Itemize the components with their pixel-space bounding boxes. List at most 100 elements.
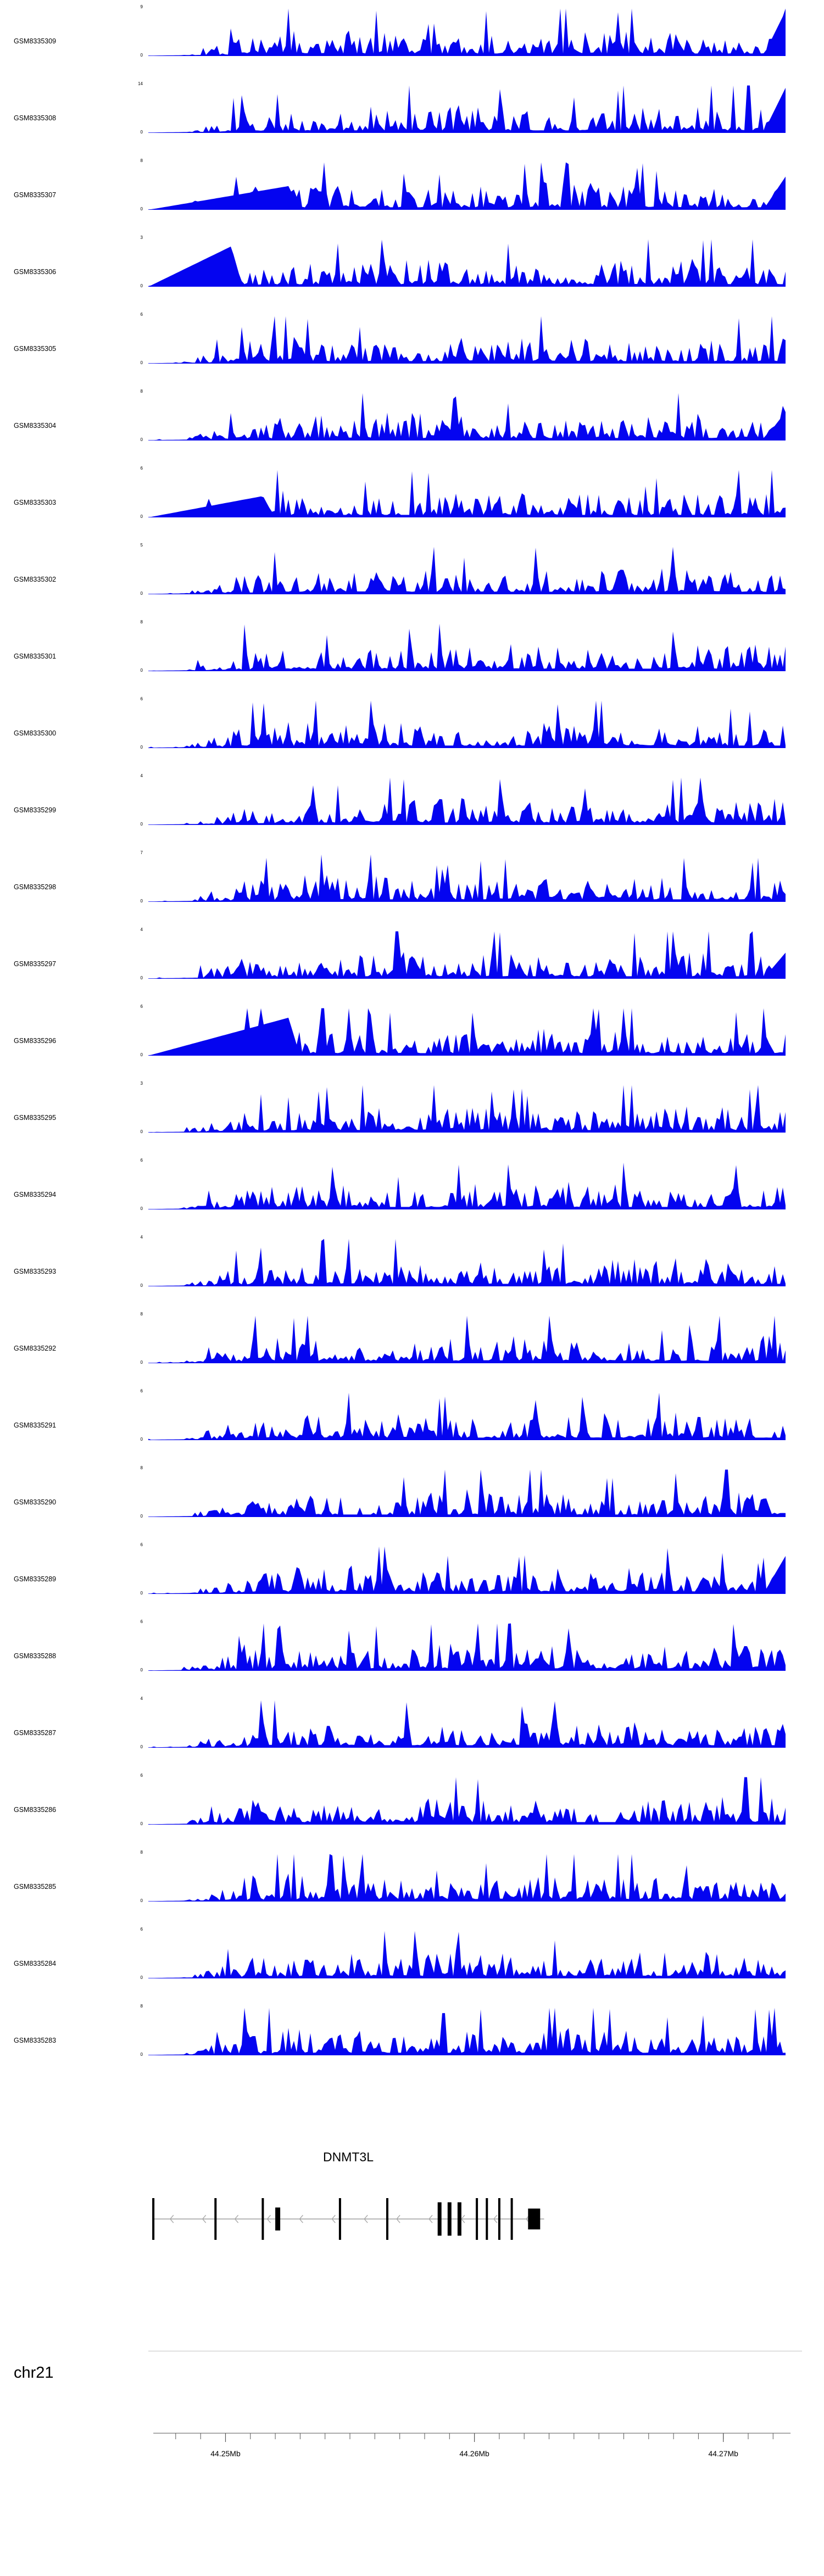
gene-exon [447,2202,452,2236]
track-label: GSM8335308 [14,114,57,122]
track-ymin-label: 0 [140,1206,143,1211]
track-signal-plot [148,1314,786,1363]
signal-area [148,1546,786,1594]
signal-area [148,2008,786,2055]
axis-tick-label: 44.25Mb [210,2449,241,2458]
signal-area [148,470,786,517]
track-ymin-label: 0 [140,1052,143,1057]
track-ymin-label: 0 [140,1591,143,1596]
track-row: GSM8335304 8 0 [0,366,824,443]
track-label: GSM8335284 [14,1960,57,1967]
track-ymax-label: 6 [140,1389,143,1393]
axis-tick-label: 44.27Mb [708,2449,738,2458]
track-ymax-label: 7 [140,850,143,855]
track-signal-plot [148,1237,786,1286]
track-ymax-label: 8 [140,1312,143,1317]
track-signal-plot [148,1698,786,1748]
track-ymin-label: 0 [140,1821,143,1826]
track-ymax-label: 5 [140,543,143,548]
track-label: GSM8335288 [14,1652,57,1660]
track-ymin-label: 0 [140,1360,143,1365]
track-ymax-label: 8 [140,389,143,394]
signal-area [148,854,786,902]
gene-exon [214,2198,217,2240]
track-row: GSM8335286 6 0 [0,1750,824,1827]
track-signal-plot [148,1775,786,1825]
track-signal-plot [148,1391,786,1440]
track-label: GSM8335285 [14,1883,57,1891]
track-label: GSM8335287 [14,1729,57,1737]
track-signal-plot [148,1083,786,1133]
track-row: GSM8335288 6 0 [0,1596,824,1673]
track-row: GSM8335297 4 0 [0,904,824,981]
track-label: GSM8335303 [14,499,57,506]
track-signal-plot [148,1929,786,1978]
track-signal-plot [148,160,786,210]
track-ymax-label: 8 [140,2004,143,2009]
track-row: GSM8335308 14 0 [0,58,824,135]
gene-exon [476,2198,478,2240]
track-signal-plot [148,314,786,364]
track-row: GSM8335307 8 0 [0,135,824,212]
track-signal-plot [148,83,786,133]
axis-tick-label: 44.26Mb [459,2449,489,2458]
signal-area [148,239,786,287]
signal-area [148,85,786,133]
track-signal-plot [148,852,786,902]
track-row: GSM8335287 4 0 [0,1673,824,1750]
track-ymax-label: 4 [140,1235,143,1240]
gene-exon [498,2198,500,2240]
track-label: GSM8335298 [14,883,57,891]
track-label: GSM8335293 [14,1268,57,1275]
track-ymin-label: 0 [140,1668,143,1672]
track-signal-plot [148,391,786,441]
track-row: GSM8335284 6 0 [0,1904,824,1981]
signal-area [148,8,786,56]
track-signal-plot [148,1545,786,1594]
track-ymax-label: 8 [140,1850,143,1855]
gene-exon [510,2198,513,2240]
tracks-container: GSM8335309 9 0 GSM8335308 14 0 GSM8335307 8 0 GSM… [0,0,824,2057]
strand-arrow-left-icon [299,2215,303,2223]
track-row: GSM8335301 8 0 [0,596,824,673]
track-ymax-label: 6 [140,1004,143,1009]
signal-area [148,1854,786,1902]
signal-area [148,1623,786,1671]
track-ymin-label: 0 [140,899,143,904]
strand-arrow-left-icon [331,2215,336,2223]
signal-area [148,777,786,825]
signal-area [148,700,786,748]
signal-area [148,316,786,364]
track-signal-plot [148,622,786,671]
track-label: GSM8335301 [14,653,57,660]
track-label: GSM8335307 [14,191,57,199]
track-ymax-label: 3 [140,235,143,240]
track-ymin-label: 0 [140,283,143,288]
track-ymax-label: 6 [140,466,143,471]
track-ymin-label: 0 [140,1744,143,1749]
track-ymax-label: 6 [140,1927,143,1932]
track-ymax-label: 4 [140,773,143,778]
track-signal-plot [148,1621,786,1671]
track-row: GSM8335309 9 0 [0,0,824,58]
strand-arrow-left-icon [364,2215,368,2223]
track-label: GSM8335297 [14,960,57,968]
track-signal-plot [148,929,786,979]
track-label: GSM8335306 [14,268,57,276]
track-ymax-label: 6 [140,1158,143,1163]
track-ymax-label: 6 [140,1773,143,1778]
track-label: GSM8335304 [14,422,57,430]
track-ymax-label: 9 [140,4,143,9]
track-label: GSM8335292 [14,1345,57,1352]
strand-arrow-left-icon [266,2215,271,2223]
gene-exon [152,2198,155,2240]
track-ymax-label: 6 [140,696,143,701]
gene-name-label: DNMT3L [322,2150,374,2164]
track-signal-plot [148,7,786,56]
track-label: GSM8335290 [14,1498,57,1506]
